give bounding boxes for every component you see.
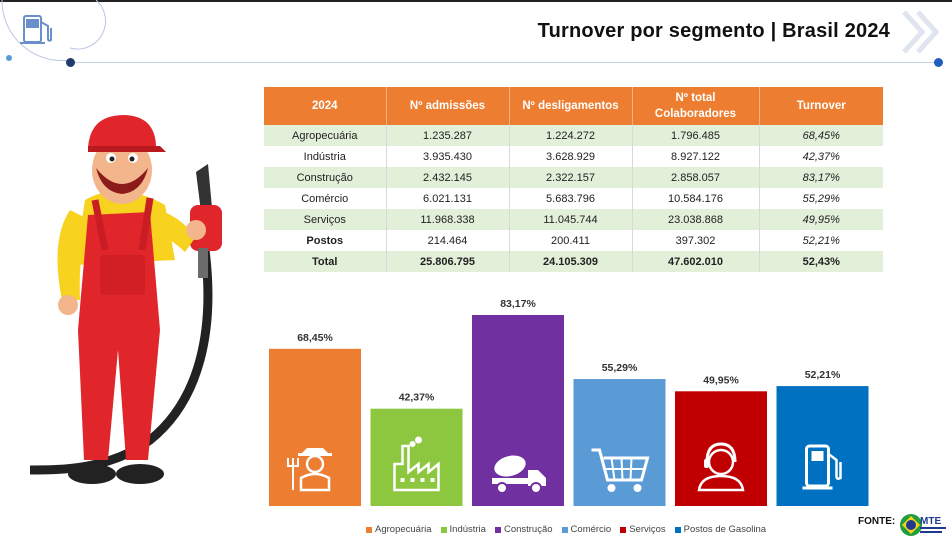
table-cell: 3.628.929 (509, 146, 633, 167)
legend-swatch (440, 526, 447, 533)
table-cell: 52,43% (759, 251, 883, 272)
table-header-year: 2024 (264, 87, 387, 125)
mte-logo: MTE (900, 514, 946, 536)
legend-swatch (366, 526, 372, 533)
bar-2 (472, 315, 564, 506)
bar-3 (573, 379, 666, 506)
table-header-row: 2024 Nº admissões Nº desligamentos Nº to… (264, 87, 883, 125)
legend-label: Indústria (449, 524, 486, 535)
source-label: FONTE: (858, 516, 896, 527)
table-cell: 10.584.176 (632, 188, 760, 209)
legend-item: Construção (494, 524, 553, 535)
table-cell: 5.683.796 (509, 188, 633, 209)
legend-label: Serviços (629, 524, 666, 535)
mte-logo-text: MTE (920, 516, 941, 527)
header-decoration (1, 0, 106, 62)
table-cell: 1.235.287 (386, 125, 510, 146)
legend-swatch (494, 526, 501, 533)
legend-swatch (561, 526, 568, 533)
bar-data-label: 55,29% (602, 362, 638, 374)
bar-data-label: 83,17% (500, 298, 536, 310)
shopping-cart-icon (591, 448, 650, 492)
table-cell: Serviços (264, 209, 387, 230)
header-rule-dot (934, 58, 943, 67)
table-total-row: Total 25.806.795 24.105.309 47.602.010 5… (264, 251, 883, 272)
table-cell: 52,21% (759, 230, 883, 251)
header-rule (70, 62, 942, 63)
legend-swatch (620, 526, 627, 533)
bar-data-label: 49,95% (703, 374, 739, 386)
top-rule (0, 0, 952, 2)
gas-station-attendant-mascot (29, 115, 222, 484)
header-rule-dot (66, 58, 75, 67)
table-cell: Construção (264, 167, 387, 188)
table-cell: Agropecuária (264, 125, 387, 146)
table-header-admissions: Nº admissões (386, 87, 510, 125)
table-cell: 2.858.057 (632, 167, 760, 188)
bar-5 (776, 386, 869, 506)
table-cell: 68,45% (759, 125, 883, 146)
table-row: Indústria 3.935.430 3.628.929 8.927.122 … (264, 146, 883, 167)
table-cell: 49,95% (759, 209, 883, 230)
table-cell: 2.322.157 (509, 167, 633, 188)
fuel-pump-icon (802, 444, 842, 490)
table-cell: 8.927.122 (632, 146, 760, 167)
table-row: Postos 214.464 200.411 397.302 52,21% (264, 230, 883, 251)
table-cell: 42,37% (759, 146, 883, 167)
bar-0 (269, 348, 361, 506)
table-row: Construção 2.432.145 2.322.157 2.858.057… (264, 167, 883, 188)
table-cell: 55,29% (759, 188, 883, 209)
table-cell: 397.302 (632, 230, 760, 251)
legend-item: Postos de Gasolina (674, 524, 767, 535)
cement-truck-icon (492, 455, 546, 494)
table-cell: 3.935.430 (386, 146, 510, 167)
table-cell: 11.045.744 (509, 209, 633, 230)
legend-label: Agropecuária (375, 524, 432, 535)
legend-label: Construção (503, 524, 553, 535)
table-cell: Total (264, 251, 387, 272)
table-cell: 47.602.010 (632, 251, 760, 272)
bar-4 (675, 391, 767, 506)
table-cell: 24.105.309 (509, 251, 633, 272)
page-title: Turnover por segmento | Brasil 2024 (537, 20, 890, 42)
customer-service-icon (697, 442, 745, 492)
chevron-decoration-icon (902, 10, 940, 54)
table-cell: 2.432.145 (386, 167, 510, 188)
table-cell: 83,17% (759, 167, 883, 188)
chart-legend: Agropecuária Indústria Construção Comércio S… (366, 524, 766, 535)
legend-swatch (674, 526, 681, 533)
table-header-total-employees: Nº total Colaboradores (632, 87, 760, 125)
table-cell: 1.224.272 (509, 125, 633, 146)
legend-item: Agropecuária (366, 524, 432, 535)
legend-item: Comércio (561, 524, 612, 535)
farmer-icon (287, 448, 332, 492)
fuel-pump-icon (20, 15, 52, 44)
legend-item: Serviços (620, 524, 666, 535)
legend-label: Comércio (570, 524, 612, 535)
table-header-dismissals: Nº desligamentos (509, 87, 633, 125)
table-cell: 11.968.338 (386, 209, 510, 230)
table-cell: 200.411 (509, 230, 633, 251)
table-row: Agropecuária 1.235.287 1.224.272 1.796.4… (264, 125, 883, 146)
bar-data-label: 68,45% (297, 332, 333, 344)
legend-label: Postos de Gasolina (683, 524, 767, 535)
table-header-turnover: Turnover (759, 87, 883, 125)
table-cell: 6.021.131 (386, 188, 510, 209)
table-cell: 214.464 (386, 230, 510, 251)
bar-data-label: 42,37% (399, 392, 435, 404)
table-cell: 23.038.868 (632, 209, 760, 230)
bar-data-label: 52,21% (805, 369, 841, 381)
table-cell: 25.806.795 (386, 251, 510, 272)
table-cell: Postos (264, 230, 387, 251)
legend-item: Indústria (440, 524, 486, 535)
table-row: Comércio 6.021.131 5.683.796 10.584.176 … (264, 188, 883, 209)
table-row: Serviços 11.968.338 11.045.744 23.038.86… (264, 209, 883, 230)
factory-icon (393, 436, 440, 492)
table-cell: Indústria (264, 146, 387, 167)
table-cell: 1.796.485 (632, 125, 760, 146)
table-cell: Comércio (264, 188, 387, 209)
turnover-table: 2024 Nº admissões Nº desligamentos Nº to… (264, 87, 883, 272)
bar-1 (370, 408, 463, 506)
